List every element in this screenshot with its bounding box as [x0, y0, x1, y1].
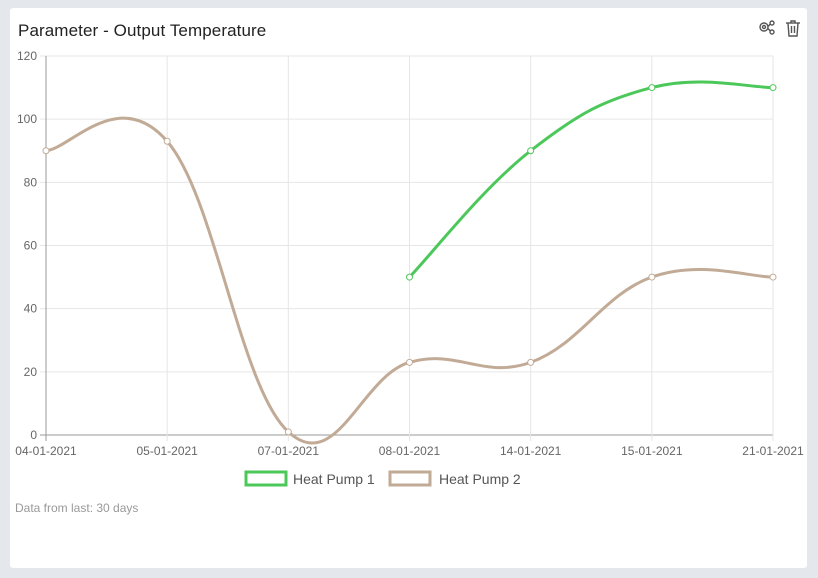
- data-range-note: Data from last: 30 days: [15, 501, 139, 515]
- chart-card: Parameter - Output Temperature 0 20 40 60 80…: [10, 8, 807, 568]
- line-chart: 0 20 40 60 80 100 120 04-01-2021 05-01-2021 07-01…: [15, 49, 804, 487]
- gears-share-icon[interactable]: [757, 18, 777, 38]
- card-toolbar: [757, 18, 803, 38]
- trash-icon[interactable]: [783, 18, 803, 38]
- x-tick-label: 14-01-2021: [500, 444, 562, 458]
- heat-pump-2-legend-label: Heat Pump 2: [439, 471, 521, 487]
- x-tick-label: 15-01-2021: [621, 444, 683, 458]
- x-tick-label: 05-01-2021: [136, 444, 198, 458]
- heat-pump-2-point: [769, 273, 777, 281]
- heat-pump-1-point: [648, 84, 656, 92]
- y-tick-label: 120: [17, 49, 37, 63]
- x-tick-label: 04-01-2021: [15, 444, 77, 458]
- heat-pump-1-point: [769, 84, 777, 92]
- card-title: Parameter - Output Temperature: [18, 21, 267, 40]
- y-tick-label: 60: [24, 239, 38, 253]
- heat-pump-2-point: [406, 358, 413, 366]
- y-tick-label: 40: [24, 302, 38, 316]
- x-tick-label: 07-01-2021: [258, 444, 320, 458]
- heat-pump-1-point: [406, 273, 413, 281]
- heat-pump-1-legend-label: Heat Pump 1: [293, 471, 375, 487]
- y-tick-label: 100: [17, 112, 37, 126]
- y-tick-label: 20: [24, 365, 38, 379]
- x-tick-label: 08-01-2021: [379, 444, 441, 458]
- x-tick-label: 21-01-2021: [742, 444, 804, 458]
- y-tick-label: 0: [30, 428, 37, 442]
- heat-pump-2-legend-swatch: [388, 470, 432, 487]
- heat-pump-1-legend-swatch: [244, 470, 288, 487]
- heat-pump-2-point: [42, 147, 50, 155]
- heat-pump-2-point: [284, 428, 292, 436]
- heat-pump-1-line: [408, 80, 774, 279]
- heat-pump-2-point: [648, 273, 656, 281]
- heat-pump-2-point: [163, 137, 171, 145]
- heat-pump-2-point: [527, 358, 535, 366]
- heat-pump-1-point: [527, 147, 535, 155]
- y-tick-label: 80: [24, 175, 38, 189]
